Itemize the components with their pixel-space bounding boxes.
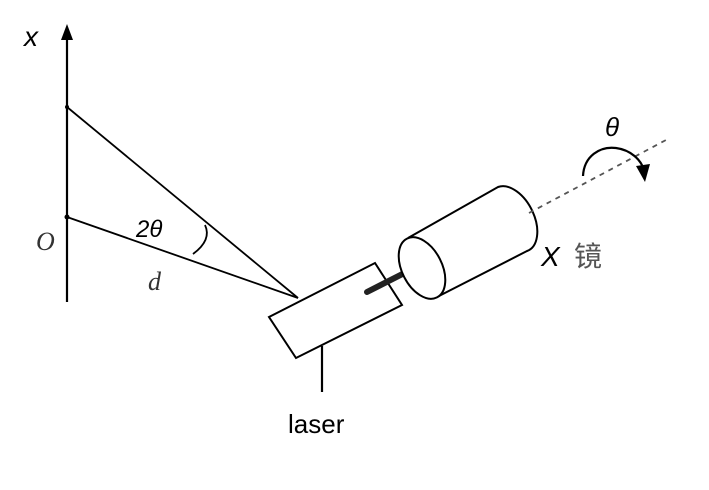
distance-label: d	[148, 267, 162, 296]
x-axis-label: x	[22, 21, 39, 52]
distance-line	[66, 216, 299, 299]
mirror-cylinder	[397, 185, 539, 300]
reflected-beam-line	[66, 106, 299, 299]
x-axis-arrowhead	[61, 24, 73, 40]
laser-label: laser	[288, 409, 345, 439]
rotation-arrow	[581, 146, 646, 177]
laser-box	[267, 261, 404, 360]
origin-label: O	[36, 227, 55, 256]
rotation-label: θ	[605, 112, 619, 142]
angle-label: 2θ	[135, 216, 162, 243]
rotation-arrowhead	[636, 164, 650, 182]
mirror-axis-label: X	[540, 241, 561, 272]
angle-arc	[192, 224, 208, 255]
mirror-label: 镜	[574, 240, 602, 273]
